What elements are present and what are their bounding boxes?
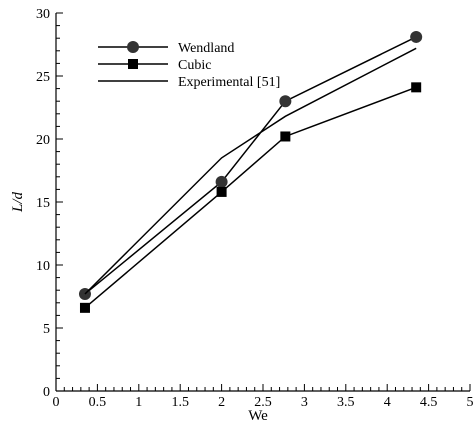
data-point <box>279 95 292 108</box>
x-tick-label: 0 <box>53 395 60 410</box>
data-point <box>280 131 291 142</box>
y-axis-label: L/d <box>10 191 26 213</box>
legend-item: Cubic <box>98 58 211 73</box>
series-line <box>84 36 417 295</box>
x-tick-label: 4.5 <box>420 395 438 410</box>
x-tick-label: 2 <box>218 395 225 410</box>
legend-label: Experimental [51] <box>178 75 280 90</box>
legend-marker <box>128 59 138 69</box>
x-tick-label: 1 <box>135 395 142 410</box>
series-cubic <box>79 82 422 313</box>
x-tick-label: 3.5 <box>337 395 355 410</box>
data-point <box>216 186 227 197</box>
series-line <box>84 86 417 309</box>
data-point <box>410 30 423 43</box>
y-tick-label: 15 <box>36 196 50 211</box>
series <box>78 30 423 313</box>
legend-label: Wendland <box>178 41 234 56</box>
x-tick-label: 4 <box>384 395 391 410</box>
legend: Wendland Cubic Experimental [51] <box>98 41 280 90</box>
y-tick-label: 20 <box>36 133 50 148</box>
x-axis-label: We <box>248 408 268 423</box>
y-tick-label: 30 <box>36 7 50 22</box>
legend-item: Wendland <box>98 41 234 56</box>
legend-label: Cubic <box>178 58 211 73</box>
x-tick-label: 0.5 <box>89 395 107 410</box>
x-tick-label: 1.5 <box>171 395 189 410</box>
legend-marker <box>127 41 139 53</box>
y-tick-label: 0 <box>43 385 50 400</box>
data-point <box>79 302 90 313</box>
ticks: 0 0.5 1 1.5 2 2.5 3 3.5 4 4.5 5 0 5 10 15 20 25 30 <box>36 7 473 410</box>
y-tick-label: 10 <box>36 259 50 274</box>
y-tick-label: 5 <box>43 322 50 337</box>
x-tick-label: 3 <box>301 395 308 410</box>
y-tick-label: 25 <box>36 70 50 85</box>
x-tick-label: 2.5 <box>254 395 272 410</box>
data-point <box>411 82 422 93</box>
axes <box>55 13 470 392</box>
series-experimental-51 <box>84 47 417 295</box>
data-point <box>215 175 228 188</box>
x-tick-label: 5 <box>467 395 473 410</box>
series-line <box>84 47 417 295</box>
legend-item: Experimental [51] <box>98 75 280 90</box>
